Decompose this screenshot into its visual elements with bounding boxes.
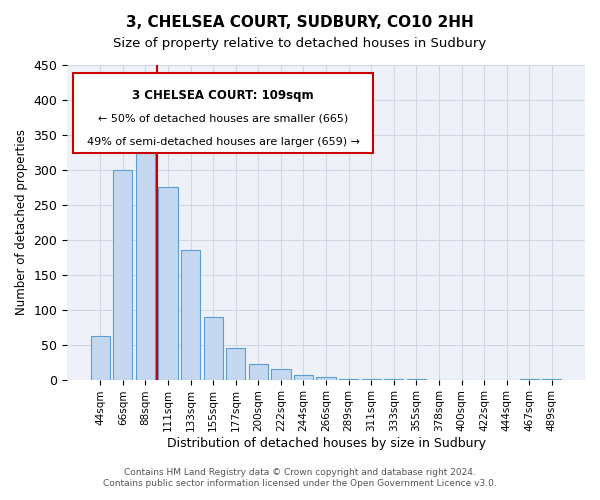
Text: 3, CHELSEA COURT, SUDBURY, CO10 2HH: 3, CHELSEA COURT, SUDBURY, CO10 2HH <box>126 15 474 30</box>
Bar <box>249 364 268 380</box>
Text: 49% of semi-detached houses are larger (659) →: 49% of semi-detached houses are larger (… <box>86 137 359 147</box>
Y-axis label: Number of detached properties: Number of detached properties <box>15 130 28 316</box>
Bar <box>339 379 358 380</box>
Text: ← 50% of detached houses are smaller (665): ← 50% of detached houses are smaller (66… <box>98 113 348 123</box>
Bar <box>203 316 223 380</box>
Bar <box>294 374 313 380</box>
Bar <box>136 142 155 380</box>
Text: Contains HM Land Registry data © Crown copyright and database right 2024.
Contai: Contains HM Land Registry data © Crown c… <box>103 468 497 487</box>
Bar <box>226 348 245 380</box>
Text: 3 CHELSEA COURT: 109sqm: 3 CHELSEA COURT: 109sqm <box>133 89 314 102</box>
X-axis label: Distribution of detached houses by size in Sudbury: Distribution of detached houses by size … <box>167 437 485 450</box>
Bar <box>158 188 178 380</box>
Bar <box>316 377 335 380</box>
Bar <box>520 379 539 380</box>
Text: Size of property relative to detached houses in Sudbury: Size of property relative to detached ho… <box>113 38 487 51</box>
FancyBboxPatch shape <box>73 73 373 153</box>
Bar <box>362 379 381 380</box>
Bar <box>542 379 562 380</box>
Bar <box>407 379 426 380</box>
Bar <box>181 250 200 380</box>
Bar <box>91 336 110 380</box>
Bar <box>113 170 133 380</box>
Bar <box>271 369 290 380</box>
Bar <box>384 379 403 380</box>
